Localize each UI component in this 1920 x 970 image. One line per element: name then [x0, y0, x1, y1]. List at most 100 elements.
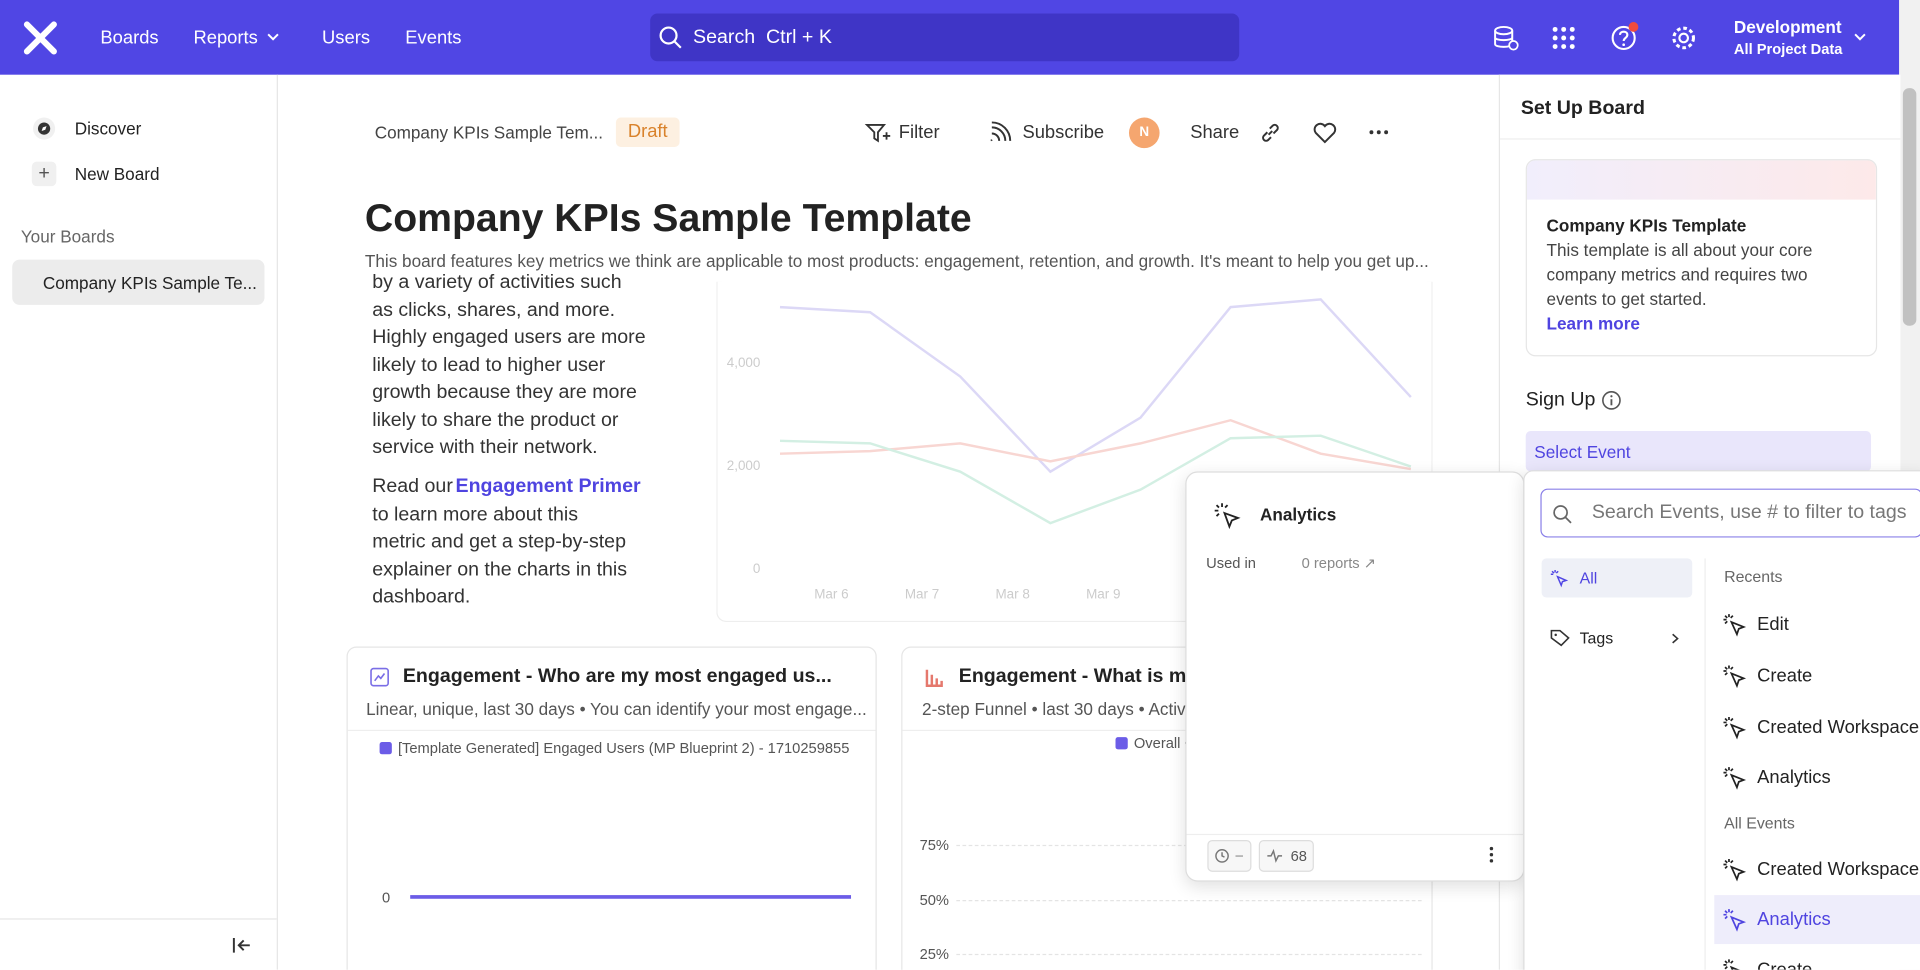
- event-icon: [1723, 614, 1747, 637]
- clock-icon: [1215, 849, 1229, 863]
- event-option[interactable]: Analytics: [1757, 767, 1831, 788]
- event-icon: [1723, 909, 1747, 932]
- breadcrumb[interactable]: Company KPIs Sample Tem...: [374, 122, 604, 143]
- event-icon: [1214, 503, 1241, 530]
- card-title: Engagement - What is my: [958, 666, 1198, 687]
- card-title: Engagement - Who are my most engaged us.…: [402, 666, 832, 687]
- y-tick-label: 25%: [919, 945, 950, 963]
- filter-all[interactable]: All: [1541, 558, 1693, 598]
- y-tick-label: 75%: [919, 836, 950, 854]
- divider: [347, 729, 876, 732]
- event-icon: [1723, 858, 1747, 882]
- funnel-report-icon: [925, 669, 943, 687]
- data-icon[interactable]: [1493, 24, 1520, 51]
- count-chip: 68: [1258, 840, 1314, 872]
- x-tick-label: Mar 9: [1086, 587, 1120, 602]
- search-box[interactable]: Search Ctrl + K: [650, 13, 1240, 62]
- filter-button[interactable]: Filter: [898, 121, 940, 143]
- discover-icon: [33, 117, 56, 140]
- search-placeholder: Search Events, use # to filter to tags: [1591, 502, 1907, 523]
- project-name[interactable]: Development: [1733, 17, 1842, 37]
- event-option[interactable]: Create: [1757, 959, 1813, 970]
- template-line: events to get started.: [1546, 288, 1707, 309]
- event-option[interactable]: Create: [1757, 665, 1813, 687]
- share-button[interactable]: Share: [1190, 121, 1240, 143]
- filter-tags[interactable]: Tags: [1579, 628, 1614, 648]
- pulse-icon: [1267, 848, 1283, 863]
- divider: [902, 729, 1432, 732]
- apps-icon[interactable]: [1551, 26, 1575, 50]
- subscribe-button[interactable]: Subscribe: [1022, 121, 1105, 143]
- more-icon[interactable]: [1489, 846, 1494, 863]
- board-title: Company KPIs Sample Template: [364, 195, 972, 240]
- x-tick-label: Mar 6: [814, 587, 848, 602]
- more-icon[interactable]: [1369, 130, 1389, 135]
- series-line: [779, 298, 1412, 474]
- event-icon: [1550, 570, 1569, 588]
- event-search[interactable]: Search Events, use # to filter to tags: [1540, 488, 1920, 538]
- learn-more[interactable]: Learn more: [1546, 313, 1640, 334]
- card-subtitle: Linear, unique, last 30 days • You can i…: [366, 699, 867, 719]
- chart-card: 4,000 2,000 0 Mar 6 Mar 7 Mar 8 Mar 9: [716, 281, 1433, 623]
- chevron: [1672, 633, 1679, 644]
- event-icon: [1723, 767, 1747, 790]
- logo[interactable]: [23, 21, 57, 55]
- report-card[interactable]: Engagement - What is my 2-step Funnel • …: [901, 646, 1433, 970]
- primer-link[interactable]: Engagement Primer: [455, 476, 641, 498]
- discover[interactable]: Discover: [74, 118, 142, 139]
- status-badge: Draft: [615, 117, 680, 147]
- settings-icon[interactable]: [1670, 24, 1697, 51]
- text-line: metric and get a step-by-step: [372, 531, 626, 553]
- template-line: company metrics and requires two: [1546, 264, 1808, 285]
- card-subtitle: 2-step Funnel • last 30 days • Activa: [922, 699, 1196, 719]
- collapse-icon[interactable]: [232, 937, 253, 954]
- project-sub: All Project Data: [1733, 40, 1843, 58]
- nav-item[interactable]: Boards: [100, 27, 159, 49]
- series-line: [779, 418, 1412, 471]
- select-event[interactable]: Select Event: [1525, 431, 1872, 472]
- reports-link[interactable]: 0 reports ↗: [1301, 554, 1377, 572]
- series-line: [779, 434, 1412, 525]
- section-label: Your Boards: [20, 226, 115, 247]
- text-line: as clicks, shares, and more.: [372, 299, 616, 321]
- favorite-icon[interactable]: [1313, 122, 1337, 144]
- time-chip: –: [1207, 840, 1252, 872]
- info-icon[interactable]: [1602, 391, 1622, 411]
- event-option[interactable]: Edit: [1757, 614, 1789, 635]
- help-icon[interactable]: [1610, 22, 1639, 53]
- y-tick-label: 50%: [919, 891, 950, 909]
- grid-line: [956, 900, 1422, 902]
- legend-label: Overall •: [1133, 734, 1190, 752]
- text-line: service with their network.: [372, 437, 598, 458]
- event-option[interactable]: Created Workspace: [1757, 858, 1920, 880]
- nav-item[interactable]: Reports: [193, 27, 258, 49]
- x-tick-label: Mar 7: [905, 587, 939, 602]
- y-tick-label: 0: [753, 561, 760, 576]
- count-value: 68: [1290, 847, 1307, 865]
- avatar[interactable]: N: [1128, 117, 1160, 149]
- divider: [1186, 833, 1524, 836]
- text-card: by a variety of activities such as clicks…: [372, 273, 690, 616]
- chevron: [267, 33, 279, 41]
- search-icon: [659, 26, 682, 49]
- event-option[interactable]: Created Workspace: [1757, 716, 1920, 738]
- new-board[interactable]: New Board: [74, 164, 160, 184]
- grid-line: [956, 953, 1422, 956]
- scroll-thumb[interactable]: [1902, 88, 1917, 326]
- search-text: Search Ctrl + K: [693, 26, 832, 48]
- section-label: All Events: [1724, 813, 1795, 833]
- plus-icon: +: [31, 161, 57, 187]
- template-title: Company KPIs Template: [1546, 215, 1747, 236]
- y-tick-label: 4,000: [727, 355, 761, 370]
- tag-icon: [1550, 629, 1570, 647]
- selected-board[interactable]: Company KPIs Sample Te...: [12, 259, 265, 305]
- nav-item[interactable]: Events: [405, 27, 462, 49]
- nav-item[interactable]: Users: [322, 27, 371, 49]
- time-value: –: [1235, 848, 1244, 864]
- link-icon[interactable]: [1260, 122, 1281, 143]
- event-option[interactable]: Analytics: [1757, 909, 1831, 931]
- divider: [0, 918, 277, 920]
- report-card[interactable]: Engagement - Who are my most engaged us.…: [346, 646, 877, 970]
- selected-row: [1714, 895, 1920, 945]
